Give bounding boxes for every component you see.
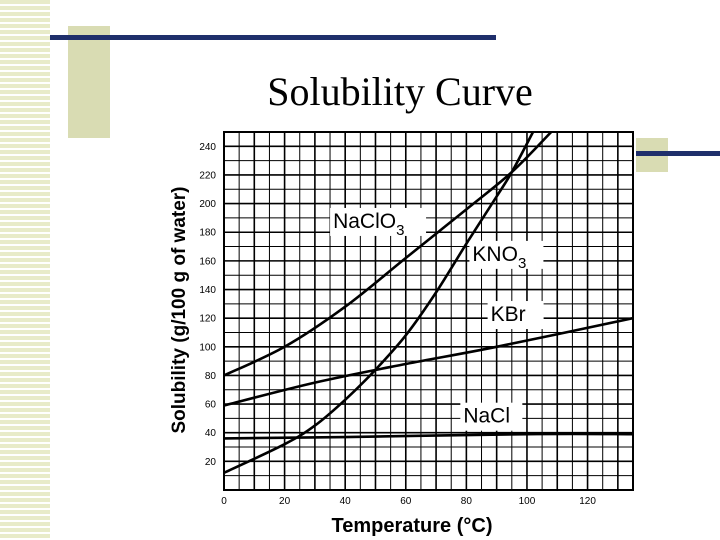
x-tick-label: 40 [340, 496, 352, 507]
chart-axes: 0 20 40 60 80 100 120 20 40 60 80 100 120 140 160 180 20… [199, 131, 634, 507]
series-line-nacl [224, 432, 633, 440]
y-axis-title: Solubility (g/100 g of water) [169, 186, 190, 433]
series-label-kbr: KBr [491, 303, 526, 326]
slide-title: Solubility Curve [267, 69, 533, 114]
decorative-rule-top [50, 35, 496, 40]
y-tick-label: 160 [199, 256, 216, 267]
x-tick-label: 120 [579, 496, 596, 507]
decorative-block [68, 26, 110, 138]
plot-frame [223, 131, 634, 491]
y-tick-label: 20 [205, 457, 217, 468]
y-tick-label: 180 [199, 228, 216, 239]
x-axis-title: Temperature (°C) [332, 515, 493, 537]
y-tick-label: 220 [199, 170, 216, 181]
chart-labels: NaClO3 KNO3 KBr NaCl [330, 207, 544, 431]
x-tick-label: 80 [461, 496, 473, 507]
series-line-kbr [224, 316, 633, 407]
y-tick-label: 60 [205, 400, 217, 411]
x-tick-label: 60 [400, 496, 412, 507]
y-tick-label: 80 [205, 371, 217, 382]
chart-series [224, 132, 633, 474]
x-tick-label: 100 [519, 496, 536, 507]
y-tick-label: 40 [205, 428, 217, 439]
series-label-nacl: NaCl [463, 405, 510, 428]
series-label-kno3: KNO3 [472, 243, 526, 272]
y-tick-label: 240 [199, 142, 216, 153]
y-tick-label: 100 [199, 342, 216, 353]
series-label-bg [330, 207, 427, 236]
y-tick-label: 140 [199, 285, 216, 296]
series-label-bg [469, 240, 544, 269]
series-label-bg [487, 301, 544, 330]
series-label-bg [460, 402, 523, 431]
series-label-naclo3: NaClO3 [333, 210, 404, 239]
y-tick-label: 200 [199, 199, 216, 210]
y-tick-label: 120 [199, 314, 216, 325]
x-tick-label: 0 [221, 496, 227, 507]
x-tick-label: 20 [279, 496, 291, 507]
series-line-kno3 [224, 132, 535, 474]
decorative-rule-right [636, 151, 720, 156]
decorative-stripe [0, 0, 50, 540]
